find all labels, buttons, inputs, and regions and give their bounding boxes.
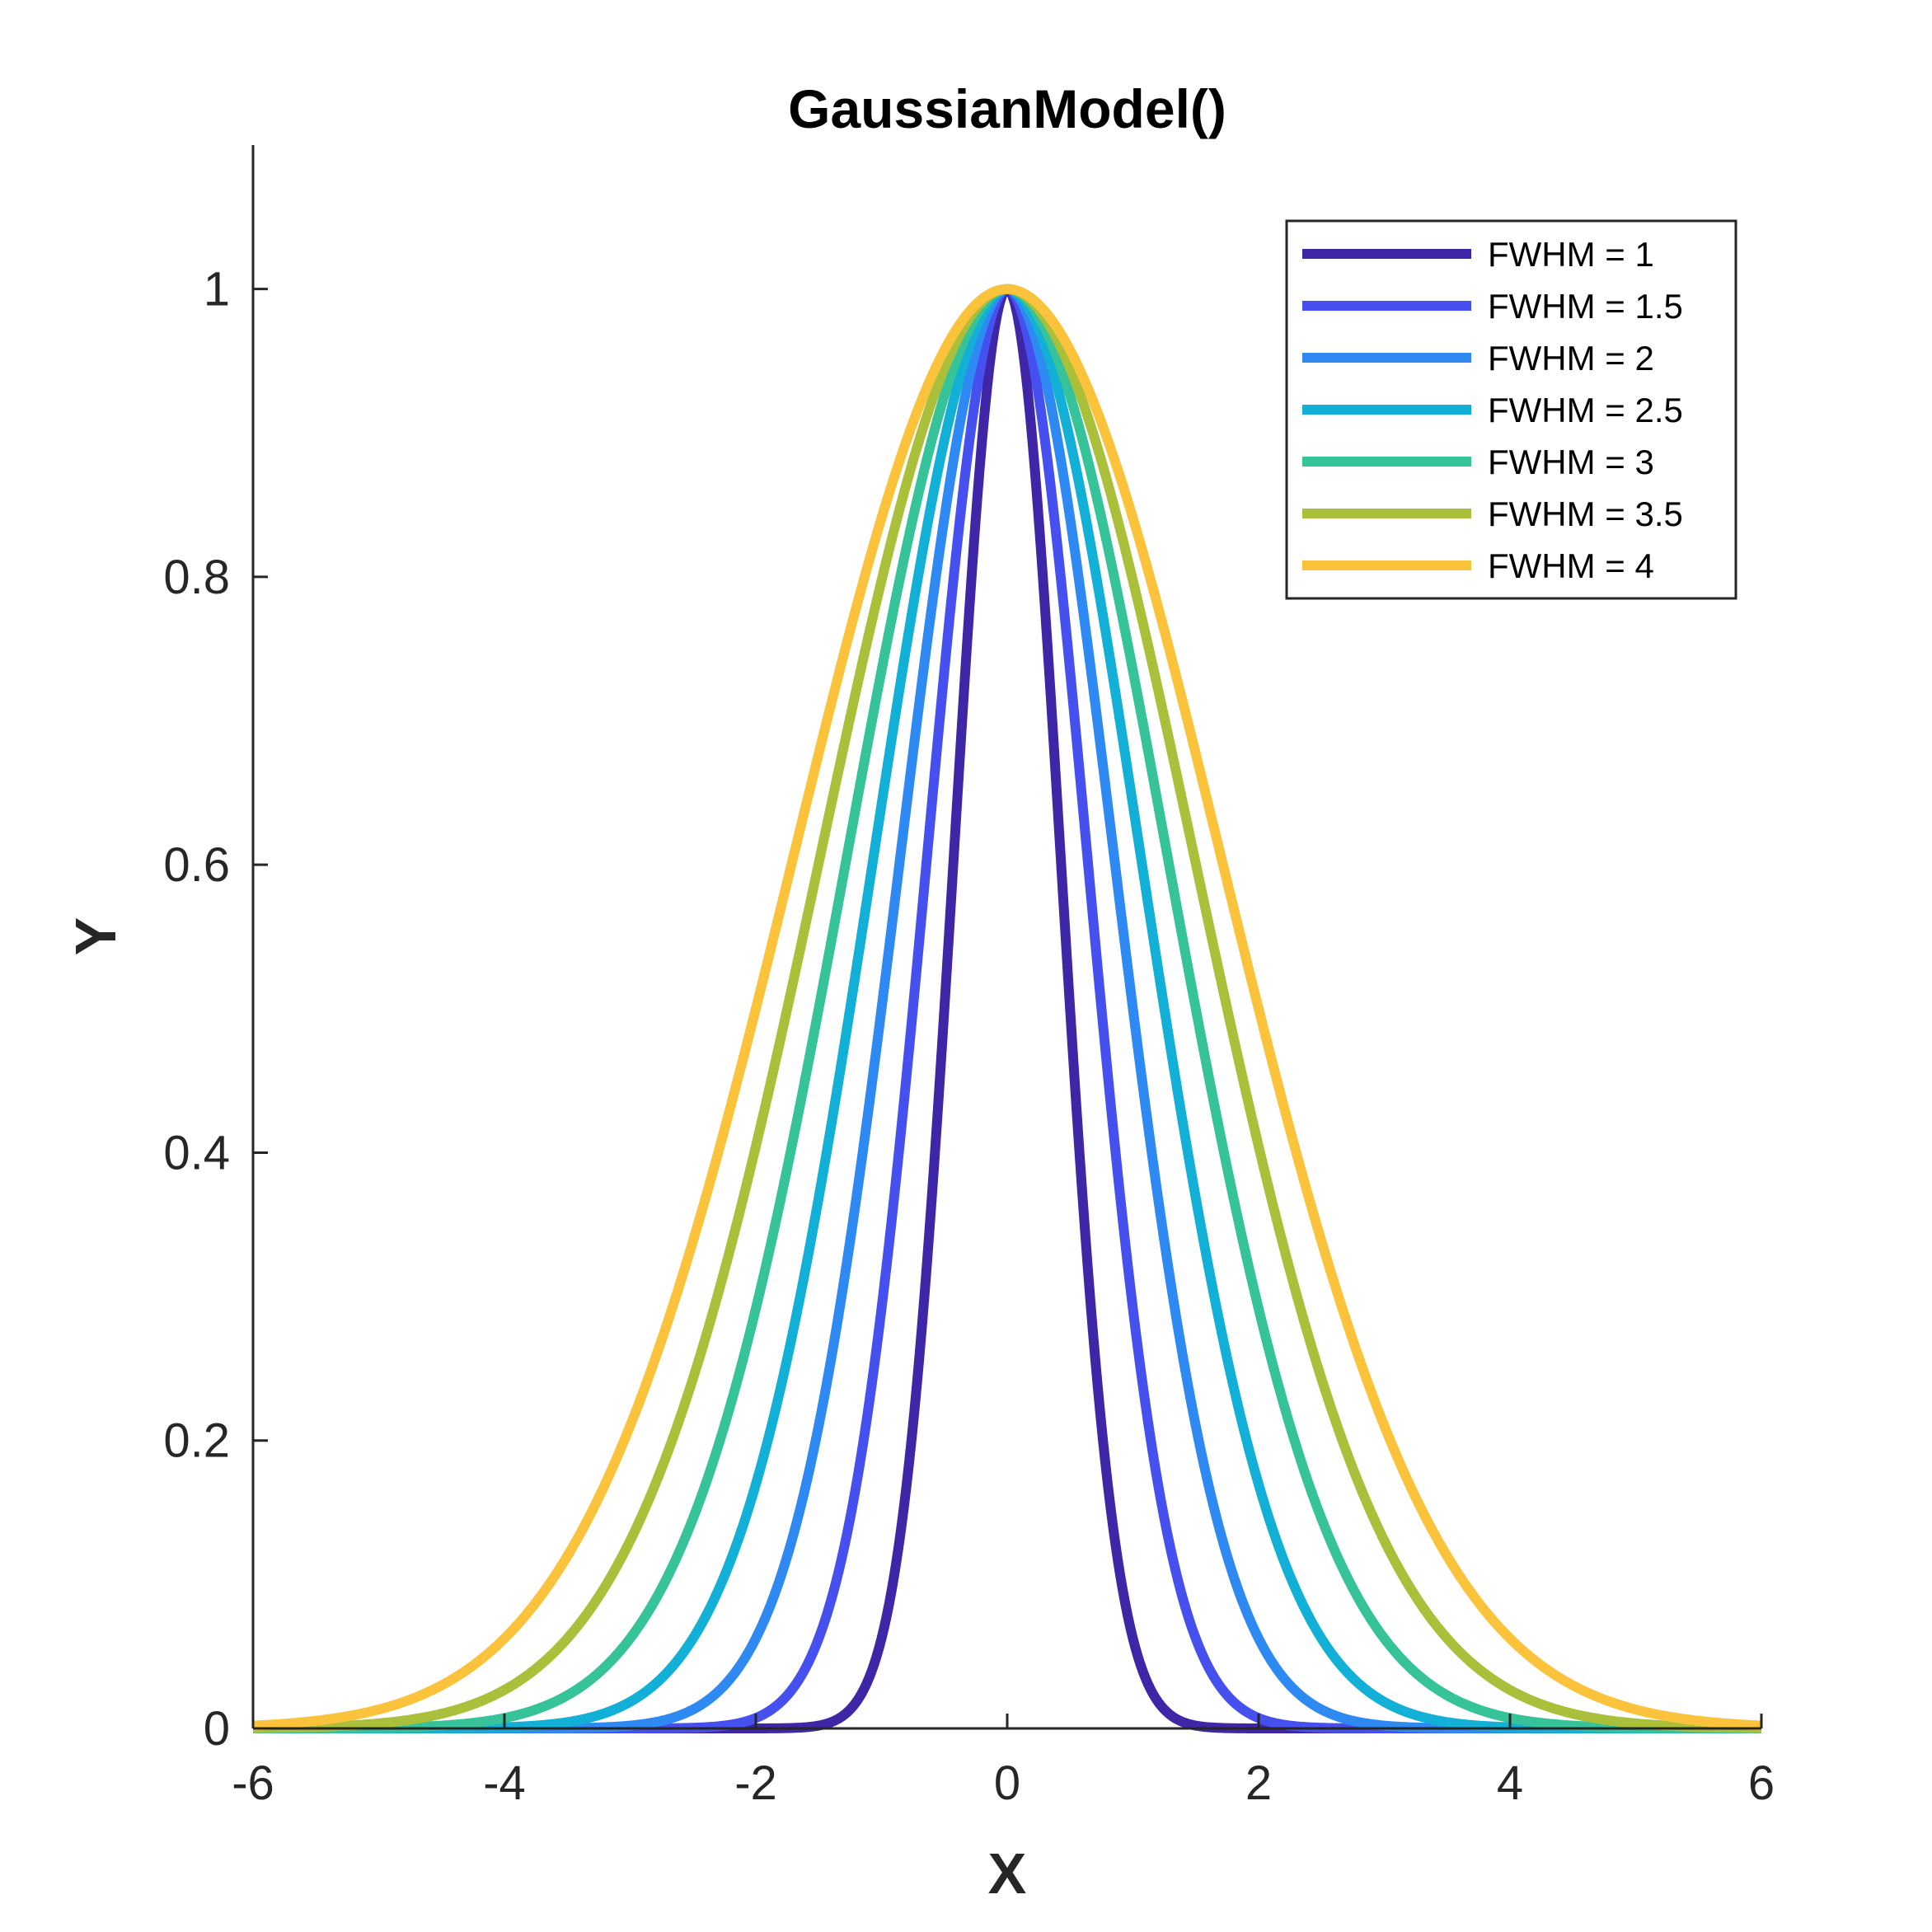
y-tick-label: 0 [204, 1702, 230, 1756]
legend: FWHM = 1 FWHM = 1.5 FWHM = 2 FWHM = 2.5 FWHM… [1285, 219, 1737, 600]
y-tick-label: 0.4 [163, 1126, 230, 1179]
x-tick-label: -6 [232, 1756, 274, 1810]
legend-label-7: FWHM = 4 [1488, 546, 1654, 585]
series-line-7 [251, 284, 1764, 1731]
x-ticks: -6 -4 -2 0 2 4 6 [232, 1714, 1775, 1810]
x-tick-label: -4 [483, 1756, 526, 1810]
x-tick-label: -2 [734, 1756, 777, 1810]
y-tick-label: 0.6 [163, 838, 230, 892]
y-tick-label: 0.2 [163, 1414, 230, 1468]
legend-label-2: FWHM = 1.5 [1488, 287, 1683, 326]
y-ticks: 0 0.2 0.4 0.6 0.8 1 [163, 263, 268, 1756]
chart-title: GaussianModel() [788, 78, 1226, 139]
legend-label-4: FWHM = 2.5 [1488, 391, 1683, 429]
y-tick-label: 1 [204, 263, 230, 317]
x-tick-label: 0 [994, 1756, 1020, 1810]
legend-label-6: FWHM = 3.5 [1488, 495, 1683, 533]
legend-label-3: FWHM = 2 [1488, 339, 1654, 377]
x-tick-label: 6 [1748, 1756, 1775, 1810]
x-tick-label: 2 [1245, 1756, 1272, 1810]
x-tick-label: 4 [1497, 1756, 1523, 1810]
legend-label-5: FWHM = 3 [1488, 443, 1654, 481]
legend-label-1: FWHM = 1 [1488, 235, 1654, 274]
y-tick-label: 0.8 [163, 551, 230, 604]
y-axis-label: Y [63, 917, 128, 956]
x-axis-label: X [988, 1841, 1027, 1906]
